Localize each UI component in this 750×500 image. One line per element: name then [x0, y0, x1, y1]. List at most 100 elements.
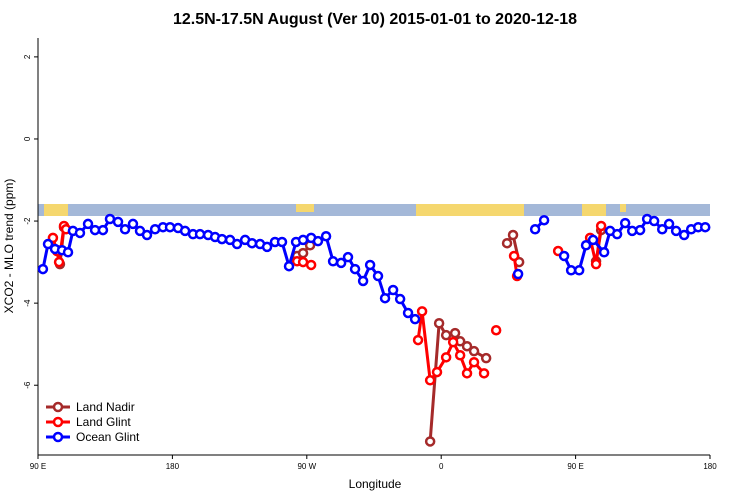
point	[611, 228, 623, 240]
point	[468, 345, 480, 357]
point	[447, 336, 459, 348]
point	[634, 224, 646, 236]
point	[305, 259, 317, 271]
x-tick-label: 90 E	[30, 462, 46, 471]
point	[402, 307, 414, 319]
point	[416, 306, 428, 317]
point	[357, 275, 369, 287]
point	[663, 218, 675, 230]
point	[501, 237, 513, 249]
y-tick-label: 2	[23, 54, 32, 59]
legend-marker	[52, 401, 64, 413]
point	[440, 352, 452, 363]
point	[141, 229, 153, 241]
point	[127, 218, 139, 230]
x-axis-label: Longitude	[349, 477, 402, 491]
point	[297, 247, 309, 259]
point	[512, 268, 524, 280]
legend-label: Land Nadir	[76, 400, 135, 414]
x-tick-label: 180	[703, 462, 717, 471]
point	[619, 217, 631, 229]
point	[468, 356, 480, 368]
point	[194, 228, 206, 240]
point	[37, 263, 49, 275]
point	[312, 235, 324, 247]
point	[283, 260, 295, 272]
point	[507, 229, 519, 241]
point	[53, 256, 65, 268]
point	[454, 350, 466, 361]
land-patch	[582, 204, 606, 216]
point	[216, 233, 228, 245]
point	[297, 234, 309, 246]
point	[320, 230, 332, 242]
point	[409, 313, 421, 325]
point	[595, 220, 607, 232]
point	[372, 270, 384, 282]
point	[508, 250, 520, 262]
point	[112, 216, 124, 228]
point	[82, 218, 94, 230]
y-tick-label: 0	[23, 136, 32, 141]
legend-label: Land Glint	[76, 415, 131, 429]
point	[327, 256, 339, 267]
point	[119, 224, 131, 235]
point	[364, 259, 376, 271]
point	[449, 327, 461, 339]
y-axis-label: XCO2 - MLO trend (ppm)	[2, 179, 16, 314]
land-patch	[620, 204, 626, 212]
point	[349, 263, 361, 275]
point	[335, 257, 347, 269]
point	[440, 329, 452, 341]
point	[342, 251, 354, 263]
point	[699, 221, 711, 233]
point	[246, 237, 258, 249]
ocean-band	[38, 204, 710, 216]
point	[104, 213, 116, 225]
point	[424, 375, 436, 386]
point	[97, 224, 109, 236]
point	[580, 240, 592, 251]
land-strip	[38, 204, 710, 216]
point	[62, 246, 74, 258]
point	[431, 366, 443, 378]
series-line	[51, 221, 603, 384]
point	[461, 368, 473, 379]
point	[42, 238, 54, 250]
chart-title: 12.5N-17.5N August (Ver 10) 2015-01-01 t…	[173, 11, 577, 28]
legend-marker	[52, 431, 64, 443]
point	[461, 340, 473, 352]
point	[678, 229, 690, 241]
point	[379, 292, 391, 304]
point	[478, 368, 490, 379]
x-tick-label: 90 E	[567, 462, 583, 471]
point	[433, 318, 445, 329]
y-tick-label: -2	[23, 217, 32, 225]
point	[231, 238, 243, 250]
point	[538, 214, 550, 226]
x-tick-label: 0	[439, 462, 444, 471]
point	[648, 215, 660, 227]
point	[565, 265, 577, 276]
point	[164, 221, 176, 233]
point	[590, 258, 602, 270]
y-tick-label: -6	[23, 381, 32, 389]
point	[558, 250, 570, 262]
point	[529, 224, 541, 235]
point	[261, 241, 273, 253]
point	[387, 284, 399, 296]
point	[480, 352, 492, 364]
point	[424, 436, 436, 447]
point	[297, 256, 309, 268]
legend-label: Ocean Glint	[76, 430, 140, 444]
point	[490, 324, 502, 336]
land-patch	[416, 204, 524, 216]
point	[598, 246, 610, 258]
legend-marker	[52, 416, 64, 428]
point	[412, 334, 424, 346]
land-patch	[44, 204, 68, 216]
point	[74, 227, 86, 239]
point	[573, 265, 585, 276]
